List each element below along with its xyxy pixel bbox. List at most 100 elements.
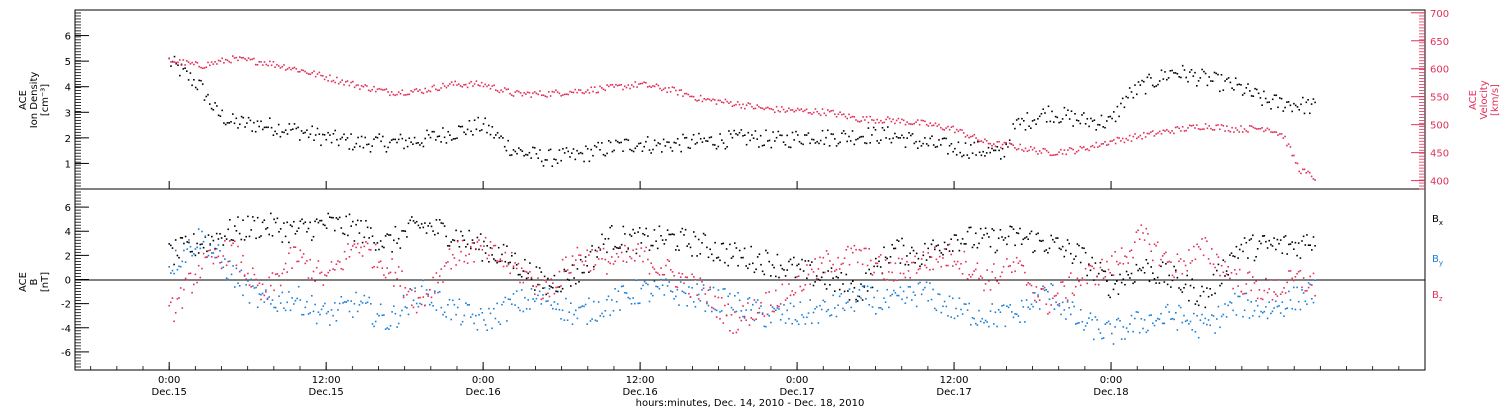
data-point [409, 219, 411, 222]
data-point [479, 85, 481, 87]
data-point [456, 306, 459, 309]
data-point [1312, 178, 1315, 180]
data-point [1306, 234, 1308, 236]
data-point [1175, 269, 1177, 272]
data-point [427, 293, 429, 296]
data-point [433, 130, 435, 133]
data-point [1279, 133, 1281, 135]
data-point [624, 233, 626, 235]
data-point [1102, 277, 1105, 280]
data-point [648, 300, 651, 303]
data-point [784, 299, 787, 301]
data-point [879, 307, 882, 309]
data-point [1122, 278, 1125, 280]
data-point [570, 285, 572, 287]
data-point [279, 302, 282, 304]
data-point [1031, 120, 1034, 122]
data-point [1045, 121, 1048, 123]
data-point [510, 94, 513, 96]
data-point [442, 313, 444, 316]
data-point [1114, 251, 1116, 253]
data-point [1160, 133, 1163, 135]
data-point [1135, 311, 1138, 313]
data-point [702, 232, 705, 235]
data-point [888, 262, 890, 264]
data-point [378, 261, 380, 263]
data-point [230, 239, 233, 241]
data-point [597, 258, 600, 260]
data-point [176, 254, 179, 257]
data-point [1017, 315, 1020, 317]
data-point [187, 79, 190, 81]
data-point [300, 69, 303, 71]
data-point [901, 118, 903, 121]
data-point [876, 118, 878, 121]
data-point [670, 269, 672, 271]
data-point [1117, 263, 1120, 266]
data-point [1047, 105, 1050, 108]
data-point [1286, 307, 1288, 309]
data-point [660, 278, 662, 281]
data-point [1040, 152, 1043, 154]
data-point [1312, 98, 1315, 100]
data-point [198, 65, 200, 68]
data-point [417, 224, 420, 227]
data-point [931, 124, 933, 127]
data-point [214, 256, 216, 259]
data-point [1245, 283, 1248, 285]
data-point [181, 260, 184, 263]
data-point [612, 248, 615, 250]
data-point [733, 129, 735, 132]
data-point [1065, 297, 1067, 299]
data-point [300, 130, 303, 132]
data-point [876, 140, 878, 142]
data-point [721, 139, 723, 141]
data-point [706, 302, 708, 305]
data-point [1164, 71, 1166, 73]
data-point [611, 256, 613, 258]
data-point [906, 121, 908, 123]
data-point [592, 90, 594, 93]
data-point [578, 254, 580, 256]
data-point [258, 282, 261, 284]
data-point [955, 128, 958, 131]
data-point [1314, 279, 1316, 282]
data-point [874, 122, 877, 124]
data-point [355, 84, 358, 87]
data-point [1211, 248, 1213, 250]
data-point [1184, 320, 1187, 323]
data-point [830, 133, 833, 135]
data-point [620, 243, 623, 246]
data-point [401, 89, 404, 91]
data-point [502, 265, 505, 268]
data-point [1201, 285, 1203, 288]
data-point [466, 86, 469, 89]
data-point [1050, 283, 1052, 285]
data-point [484, 236, 487, 239]
b-ylabel-line1: ACE [18, 272, 29, 292]
data-point [1286, 253, 1288, 255]
y-tick-label: 650 [1430, 37, 1449, 48]
data-point [614, 288, 616, 290]
data-point [706, 246, 708, 249]
data-point [599, 249, 602, 251]
data-point [1271, 131, 1274, 134]
data-point [838, 268, 841, 270]
data-point [1030, 146, 1032, 148]
data-point [868, 248, 870, 250]
data-point [1058, 303, 1061, 305]
data-point [245, 278, 247, 280]
data-point [558, 149, 561, 151]
data-point [862, 135, 864, 138]
data-point [322, 223, 325, 226]
data-point [641, 150, 644, 152]
data-point [1234, 292, 1236, 295]
data-point [373, 325, 375, 328]
data-point [217, 255, 220, 258]
data-point [814, 281, 816, 283]
data-point [1014, 127, 1016, 130]
data-point [744, 134, 746, 136]
data-point [1249, 90, 1251, 92]
data-point [924, 286, 926, 289]
data-point [187, 61, 190, 63]
